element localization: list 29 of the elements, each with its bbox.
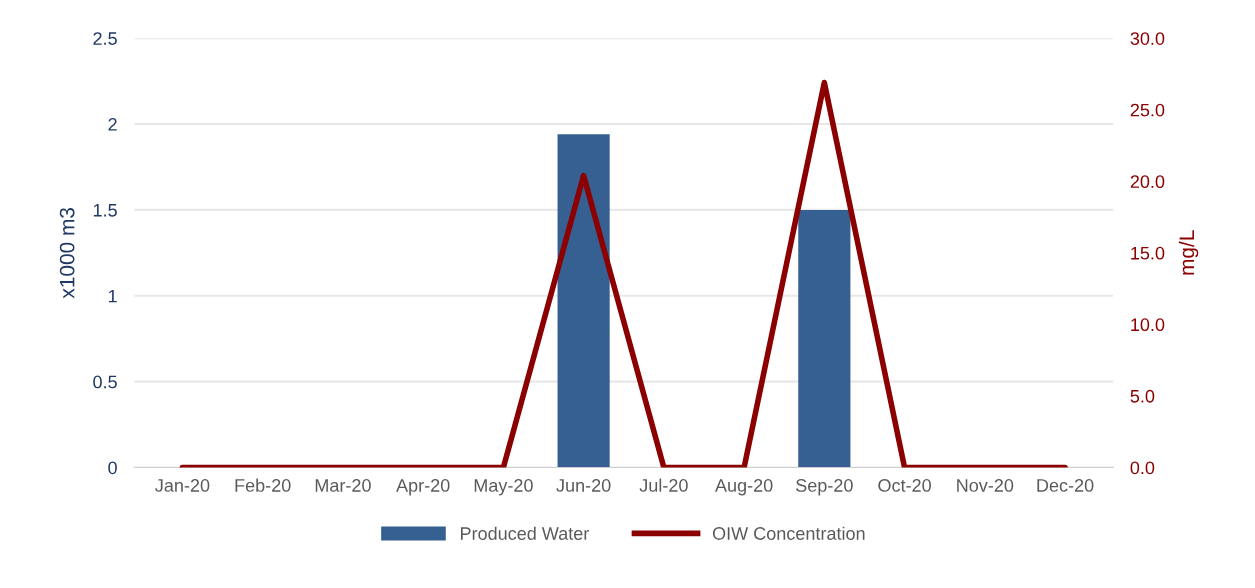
y2-tick-label: 10.0 xyxy=(1131,318,1165,332)
x-tick-label: Jan-20 xyxy=(155,479,210,492)
x-tick-label: Nov-20 xyxy=(957,479,1014,492)
x-tick-label: Dec-20 xyxy=(1037,479,1094,492)
y2-tick-label: 30.0 xyxy=(1130,32,1165,45)
x-tick-label: Mar-20 xyxy=(315,479,371,492)
x-tick-label: Jul-20 xyxy=(639,478,688,492)
y-tick-label: 1.5 xyxy=(93,204,117,217)
y-tick-label: 2.5 xyxy=(93,32,117,45)
y2-tick-label: 20.0 xyxy=(1130,175,1165,189)
x-tick-label: Apr-20 xyxy=(396,479,450,496)
x-tick-label: Feb-20 xyxy=(235,478,291,492)
x-tick-label: Sep-20 xyxy=(796,479,853,496)
x-tick-label: May-20 xyxy=(474,479,533,496)
y2-tick-label: 5.0 xyxy=(1130,389,1155,403)
x-tick-label: Oct-20 xyxy=(878,479,931,492)
y-tick-label: 0 xyxy=(108,461,117,475)
y2-axis-title: mg/L xyxy=(1178,230,1199,275)
y2-tick-label: 25.0 xyxy=(1130,103,1165,117)
legend-label: OIW Concentration xyxy=(712,526,865,540)
x-tick-label: Jun-20 xyxy=(556,479,611,492)
legend-label: Produced Water xyxy=(461,526,589,540)
x-tick-label: Aug-20 xyxy=(715,479,773,496)
y-tick-label: 1 xyxy=(108,289,117,303)
y2-tick-label: 0.0 xyxy=(1130,461,1155,475)
y-axis-title: x1000 m3 xyxy=(59,208,75,299)
y2-tick-label: 15.0 xyxy=(1131,246,1165,260)
y-tick-label: 0.5 xyxy=(93,375,117,389)
y-tick-label: 2 xyxy=(108,118,117,131)
